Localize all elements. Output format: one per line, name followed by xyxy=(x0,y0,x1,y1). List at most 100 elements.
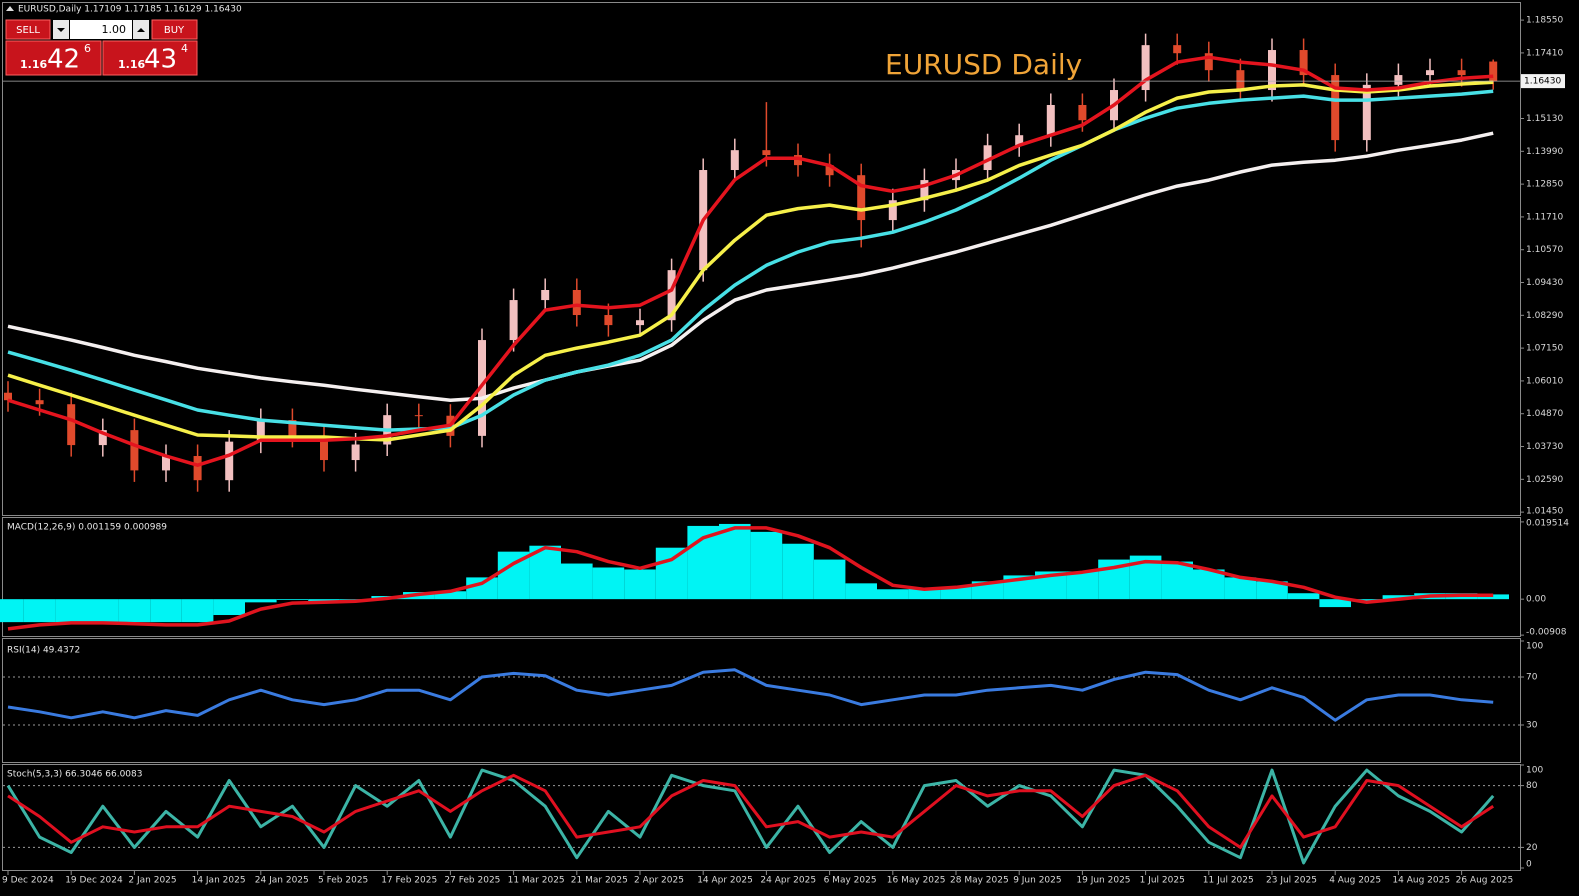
candle-body xyxy=(162,456,170,471)
candle-body xyxy=(1015,135,1024,146)
ask-box[interactable] xyxy=(102,40,198,76)
histogram-bar xyxy=(213,599,245,616)
series-line xyxy=(6,768,1495,865)
x-tick-label: 14 Apr 2025 xyxy=(697,876,753,886)
x-tick-label: 16 May 2025 xyxy=(887,876,946,886)
y-tick-label: 1.15130 xyxy=(1526,114,1563,124)
histogram-bar xyxy=(592,567,625,600)
ask-small: 4 xyxy=(181,42,188,55)
histogram-bar xyxy=(1193,569,1225,600)
x-tick-label: 2 Apr 2025 xyxy=(634,876,684,886)
candle-body xyxy=(1046,104,1055,136)
x-tick-label: 24 Jan 2025 xyxy=(255,876,309,886)
x-tick-label: 5 Feb 2025 xyxy=(318,876,368,886)
candle-body xyxy=(1362,84,1371,141)
x-tick-label: 6 May 2025 xyxy=(824,876,877,886)
y-tick-label: 0 xyxy=(1526,860,1532,870)
candle-body xyxy=(130,430,139,471)
candle-body xyxy=(1204,53,1213,71)
y-tick-label: 0.019514 xyxy=(1526,519,1569,529)
macd-frame xyxy=(2,517,1521,637)
histogram-bar xyxy=(877,589,909,600)
candle-body xyxy=(1457,70,1466,76)
trade-panel: SELL 1.00 BUY 1.16 42 6 1.16 43 4 xyxy=(5,19,198,76)
candle-body xyxy=(541,289,550,301)
histogram-bar xyxy=(87,599,119,623)
candle-body xyxy=(225,441,234,481)
current-price-box xyxy=(1521,74,1565,89)
series-line xyxy=(7,80,1494,442)
collapse-icon[interactable] xyxy=(6,6,14,11)
bid-big: 42 xyxy=(47,45,80,75)
y-tick-label: 1.13990 xyxy=(1526,147,1563,157)
series-line xyxy=(7,131,1494,402)
plot-layer: 1.18550 1.17410 1.15130 1.13990 1.12850 1.117… xyxy=(0,16,1569,886)
histogram-bar xyxy=(1224,577,1257,600)
x-tick-label: 11 Mar 2025 xyxy=(508,876,565,886)
x-tick-label: 21 Mar 2025 xyxy=(571,876,628,886)
price-frame xyxy=(2,2,1521,516)
x-tick-label: 1 Jul 2025 xyxy=(1140,876,1185,886)
histogram-bar xyxy=(0,599,24,623)
histogram-bar xyxy=(1319,599,1351,608)
x-tick-label: 14 Aug 2025 xyxy=(1392,876,1450,886)
series-line xyxy=(7,668,1494,722)
candle-body xyxy=(35,400,44,405)
candle-body xyxy=(1489,61,1498,82)
y-tick-label: 100 xyxy=(1526,642,1543,652)
x-tick-label: 4 Aug 2025 xyxy=(1329,876,1381,886)
candle-body xyxy=(1426,70,1434,76)
ask-prefix: 1.16 xyxy=(118,58,145,71)
bid-box[interactable] xyxy=(5,40,102,76)
candle-body xyxy=(636,320,644,326)
y-tick-label: 70 xyxy=(1526,673,1538,683)
candle-body xyxy=(4,392,12,401)
down-arrow xyxy=(57,28,65,32)
y-tick-label: 30 xyxy=(1526,721,1538,731)
candle-body xyxy=(351,444,360,461)
histogram-bar xyxy=(308,599,340,602)
y-tick-label: 1.10570 xyxy=(1526,245,1563,255)
histogram-bar xyxy=(181,599,214,623)
y-tick-label: -0.00908 xyxy=(1526,628,1567,638)
candle-body xyxy=(414,415,423,417)
sell-button[interactable] xyxy=(5,19,51,40)
y-tick-label: 20 xyxy=(1526,843,1538,853)
candle-body xyxy=(193,456,202,481)
histogram-bar xyxy=(750,531,783,600)
y-tick-label: 1.06010 xyxy=(1526,376,1563,386)
candle-body xyxy=(857,175,866,221)
histogram-bar xyxy=(624,569,656,600)
x-tick-label: 17 Feb 2025 xyxy=(381,876,437,886)
histogram-bar xyxy=(23,599,56,623)
candle-body xyxy=(604,315,613,326)
candle-body xyxy=(1299,50,1308,76)
histogram-bar xyxy=(940,586,972,600)
buy-button[interactable] xyxy=(151,19,198,40)
histogram-bar xyxy=(813,559,846,600)
indicator-header: Stoch(5,3,3) 66.3046 66.0083 xyxy=(7,770,142,780)
histogram-bar xyxy=(782,543,814,600)
candle-body xyxy=(1331,75,1340,141)
y-tick-label: 1.17410 xyxy=(1526,48,1563,58)
histogram-bar xyxy=(908,588,941,600)
y-tick-label: 1.02590 xyxy=(1526,475,1563,485)
candle-body xyxy=(320,435,328,461)
histogram-bar xyxy=(1066,571,1099,600)
current-price-label: 1.16430 xyxy=(1524,77,1561,87)
candle-body xyxy=(288,420,297,436)
y-tick-label: 100 xyxy=(1526,766,1543,776)
series-line xyxy=(7,55,1494,467)
lots-field[interactable] xyxy=(70,20,132,39)
chart-title: EURUSD Daily xyxy=(885,48,1082,81)
candle-body xyxy=(256,420,265,442)
histogram-bar xyxy=(276,599,309,600)
candle-body xyxy=(983,145,992,171)
bid-small: 6 xyxy=(84,42,91,55)
histogram-bar xyxy=(655,547,688,600)
histogram-bar xyxy=(245,599,277,603)
indicator-header: MACD(12,26,9) 0.001159 0.000989 xyxy=(7,523,167,533)
x-tick-label: 19 Jun 2025 xyxy=(1076,876,1130,886)
symbol-header: EURUSD,Daily 1.17109 1.17185 1.16129 1.1… xyxy=(18,5,242,15)
